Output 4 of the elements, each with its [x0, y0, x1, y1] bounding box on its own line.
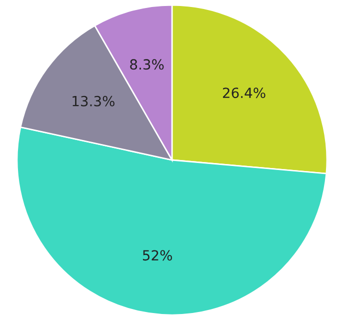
data-label: 26.4%	[222, 88, 266, 98]
data-label: 8.3%	[130, 59, 164, 70]
data-label: 52%	[142, 250, 172, 261]
data-label: 13.3%	[72, 96, 114, 106]
